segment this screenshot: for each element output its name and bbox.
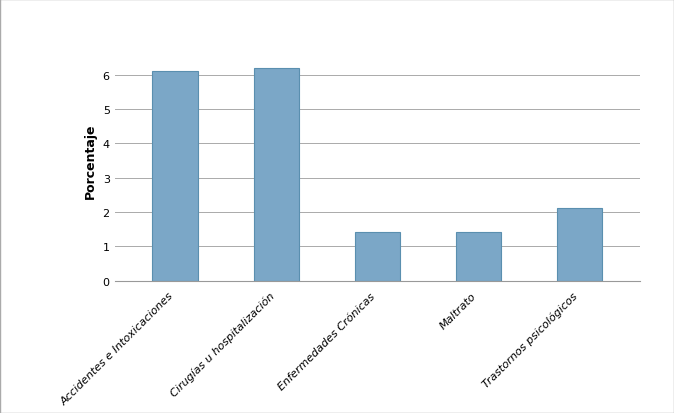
Bar <box>557 209 603 281</box>
Bar <box>253 69 299 281</box>
Bar <box>456 233 501 281</box>
Bar <box>152 72 198 281</box>
Y-axis label: Porcentaje: Porcentaje <box>84 123 97 199</box>
Bar <box>355 233 400 281</box>
